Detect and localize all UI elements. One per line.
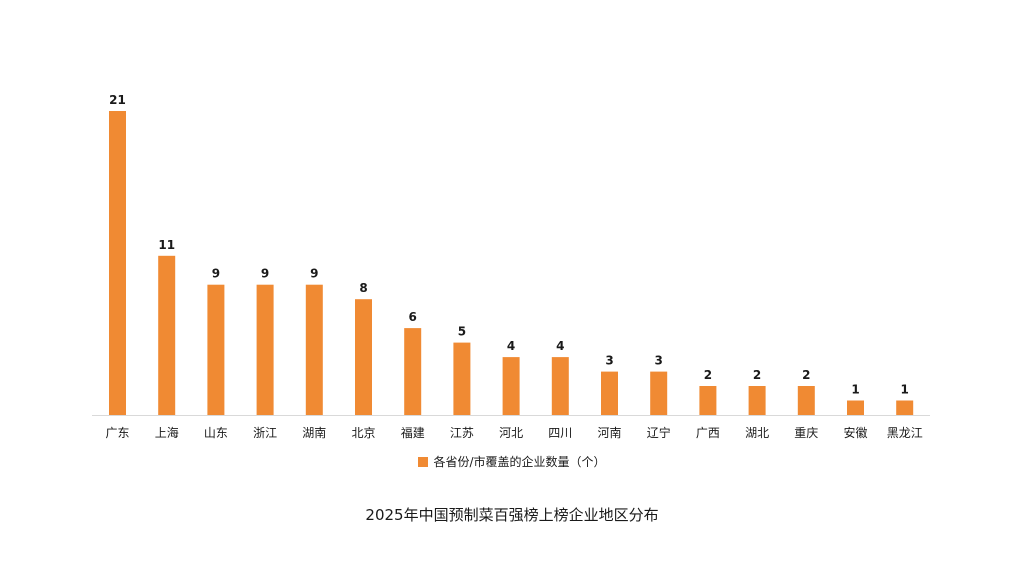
x-tick-label-4: 湖南 [302,425,326,440]
bar-4 [305,284,323,415]
x-tick-label-10: 河南 [597,425,621,440]
data-label-3: 9 [261,267,269,281]
legend-swatch [418,456,429,467]
x-tick-label-2: 山东 [204,426,228,440]
x-tick-label-14: 重庆 [794,426,818,440]
x-tick-label-0: 广东 [105,426,129,440]
data-label-10: 3 [605,354,613,368]
data-label-9: 4 [556,339,564,353]
bar-0 [109,111,126,415]
bar-15 [847,400,864,415]
data-label-1: 11 [158,238,175,252]
x-tick-label-1: 上海 [155,425,179,440]
bar-7 [453,342,471,415]
x-tick-label-6: 福建 [401,425,425,440]
x-tick-label-5: 北京 [351,426,375,440]
data-label-2: 9 [212,267,220,281]
bar-8 [502,357,520,415]
x-tick-label-11: 辽宁 [647,425,671,440]
chart-title: 2025年中国预制菜百强榜上榜企业地区分布 [365,506,659,524]
data-label-15: 1 [851,383,859,397]
data-label-13: 2 [753,368,761,382]
x-tick-label-12: 广西 [696,426,720,440]
bar-1 [158,255,176,415]
bar-5 [355,299,372,415]
data-label-12: 2 [704,368,712,382]
data-label-6: 6 [409,310,417,324]
data-label-4: 9 [310,267,318,281]
x-tick-label-8: 河北 [499,426,523,440]
x-tick-label-16: 黑龙江 [887,426,923,440]
bar-13 [748,386,766,415]
bar-6 [404,328,422,415]
x-tick-label-9: 四川 [548,426,572,440]
x-tick-label-13: 湖北 [745,425,769,440]
data-label-8: 4 [507,339,515,353]
bar-9 [551,357,569,415]
data-label-5: 8 [359,281,367,295]
data-label-16: 1 [901,383,909,397]
legend-label: 各省份/市覆盖的企业数量（个） [433,455,606,469]
x-tick-label-15: 安徽 [843,425,867,440]
bar-3 [256,284,274,415]
bar-11 [650,371,668,415]
bar-14 [797,386,815,415]
data-label-0: 21 [109,93,126,107]
x-tick-label-7: 江苏 [450,426,474,440]
x-tick-label-3: 浙江 [253,426,277,440]
bar-16 [896,400,914,415]
bar-10 [601,371,618,415]
bar-2 [207,284,225,415]
data-label-11: 3 [655,354,663,368]
data-label-7: 5 [458,325,466,339]
chart-legend: 各省份/市覆盖的企业数量（个） [0,453,1024,470]
data-label-14: 2 [802,368,810,382]
bar-12 [699,386,717,415]
